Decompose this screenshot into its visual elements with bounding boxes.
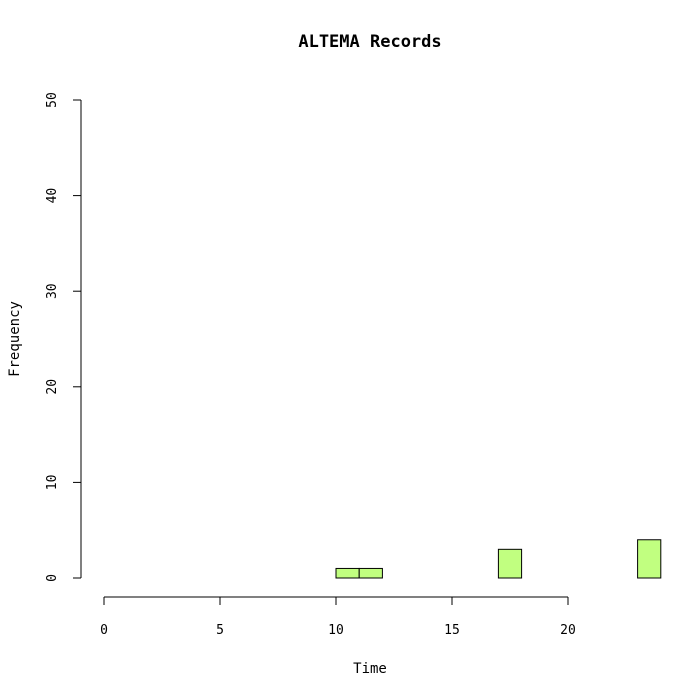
histogram-bar-10 — [335, 567, 360, 579]
histogram-bar-23 — [637, 539, 662, 579]
x-tick-label-0: 0 — [100, 623, 108, 638]
x-axis-label: Time — [353, 661, 387, 677]
histogram-bars — [335, 539, 662, 579]
y-tick-label-30: 30 — [45, 283, 60, 299]
x-tick-label-15: 15 — [444, 623, 460, 638]
y-tick-label-0: 0 — [45, 574, 60, 582]
x-tick-label-10: 10 — [328, 623, 344, 638]
y-axis: 0 10 20 30 40 50 — [45, 92, 82, 582]
y-tick-label-20: 20 — [45, 379, 60, 395]
y-tick-label-50: 50 — [45, 92, 60, 108]
x-tick-label-5: 5 — [216, 623, 224, 638]
x-axis: 0 5 10 15 20 — [100, 596, 576, 638]
y-tick-label-10: 10 — [45, 475, 60, 491]
y-tick-label-40: 40 — [45, 188, 60, 204]
x-tick-label-20: 20 — [560, 623, 576, 638]
histogram-bar-11 — [358, 567, 383, 579]
chart-title: ALTEMA Records — [298, 32, 441, 52]
y-axis-label: Frequency — [7, 301, 23, 377]
histogram-bar-17 — [497, 548, 523, 579]
